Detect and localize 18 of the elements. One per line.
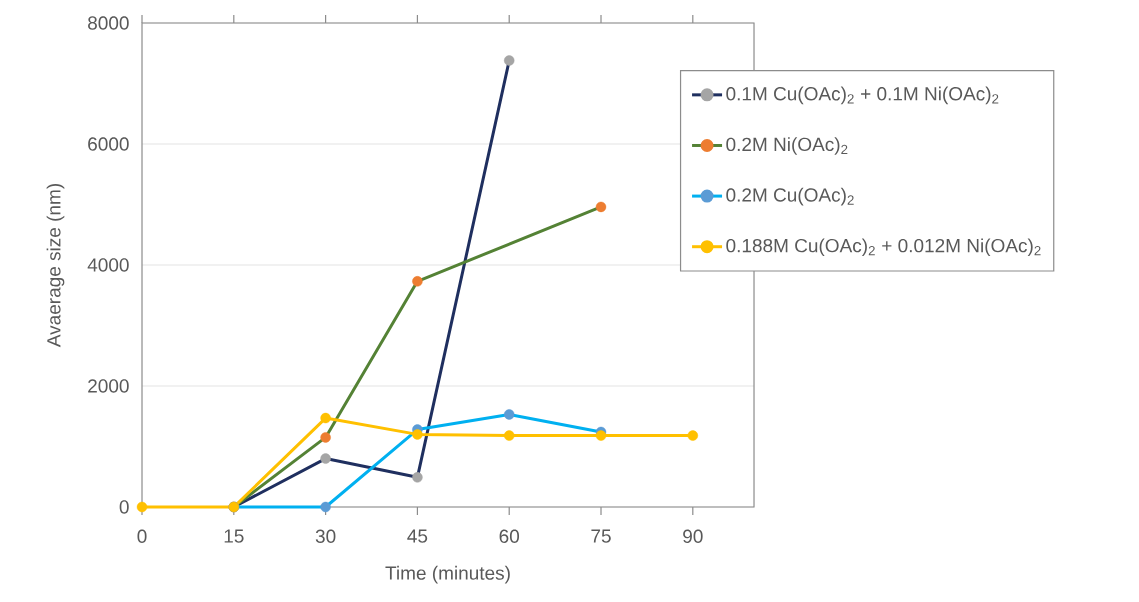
x-tick-label: 90 bbox=[683, 529, 703, 543]
y-tick-label: 8000 bbox=[88, 16, 129, 30]
x-tick-label: 60 bbox=[499, 529, 520, 543]
legend-label: 0.2M Cu(OAc)$_{2}$ bbox=[726, 187, 854, 206]
x-tick-label: 0 bbox=[137, 529, 147, 543]
legend-label: 0.1M Cu(OAc)$_{2}$ + 0.1M Ni(OAc)$_{2}$ bbox=[726, 86, 999, 105]
y-tick-label: 6000 bbox=[88, 137, 129, 151]
x-axis-title: Time (minutes) bbox=[385, 565, 510, 584]
x-tick-label: 75 bbox=[591, 529, 611, 543]
y-tick-label: 0 bbox=[119, 500, 129, 514]
y-tick-label: 2000 bbox=[88, 379, 129, 393]
x-tick-label: 30 bbox=[315, 529, 336, 543]
x-tick-label: 15 bbox=[224, 529, 244, 543]
x-tick-label: 45 bbox=[407, 529, 428, 543]
y-axis-title: Avaerage size (nm) bbox=[46, 184, 65, 348]
y-tick-label: 4000 bbox=[87, 258, 129, 272]
legend-label: 0.188M Cu(OAc)$_{2}$ + 0.012M Ni(OAc)$_{2}$ bbox=[726, 238, 1041, 257]
legend-label: 0.2M Ni(OAc)$_{2}$ bbox=[726, 137, 848, 155]
